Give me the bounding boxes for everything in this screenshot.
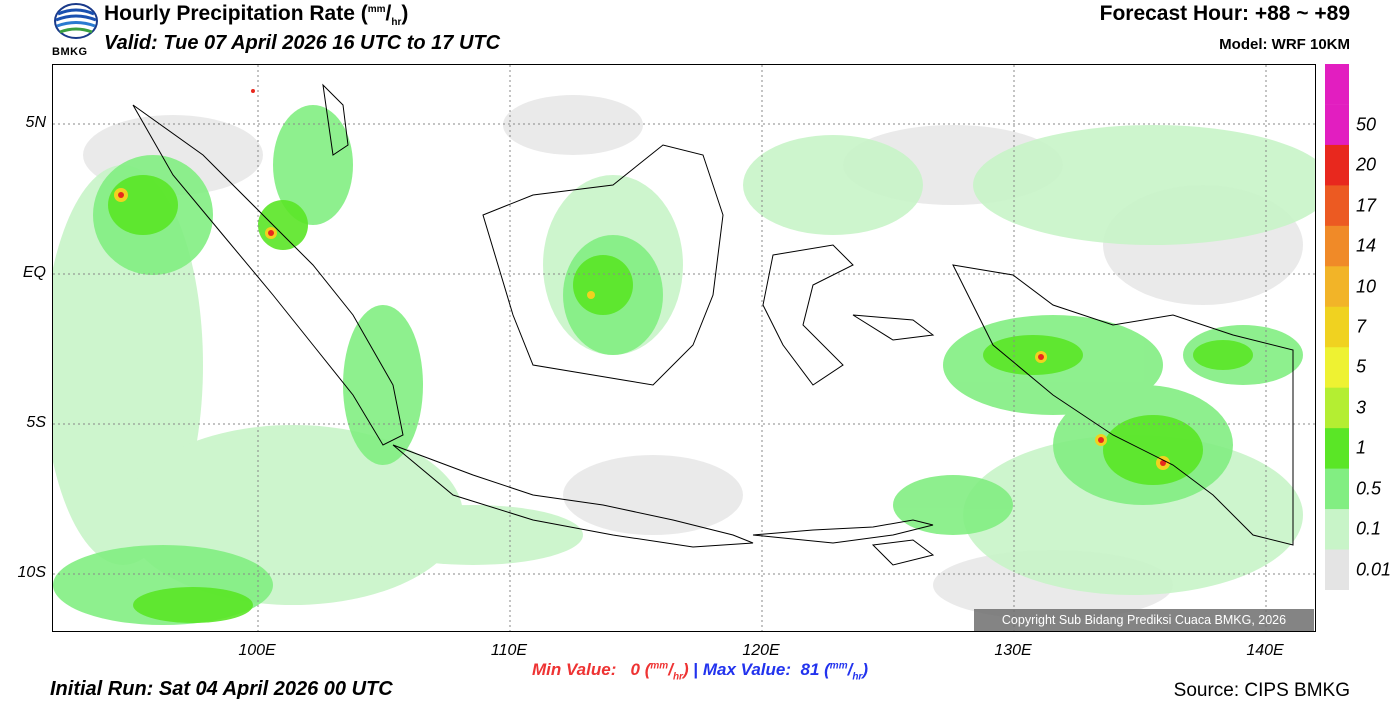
- colorbar-segment: [1325, 509, 1349, 551]
- stats-separator: |: [693, 660, 699, 679]
- colorbar-label: 1: [1356, 437, 1367, 458]
- precipitation-field: [53, 89, 1315, 625]
- colorbar-label: 0.5: [1356, 478, 1382, 499]
- colorbar-segment: [1325, 306, 1349, 348]
- logo-text: BMKG: [52, 46, 88, 58]
- colorbar-label: 20: [1356, 154, 1377, 175]
- colorbar-segment: [1325, 387, 1349, 429]
- lat-label-5n: 5N: [25, 114, 46, 131]
- colorbar-segment: [1325, 104, 1349, 146]
- colorbar-segment: [1325, 144, 1349, 186]
- colorbar-segment: [1325, 266, 1349, 308]
- lon-label-140e: 140E: [1246, 642, 1284, 659]
- colorbar-segment: [1325, 549, 1349, 590]
- model-name: Model: WRF 10KM: [1219, 36, 1350, 53]
- colorbar-label: 3: [1356, 397, 1367, 418]
- colorbar-label: 50: [1356, 114, 1377, 135]
- colorbar-label: 0.1: [1356, 518, 1382, 539]
- lon-label-130e: 130E: [994, 642, 1032, 659]
- copyright-notice: Copyright Sub Bidang Prediksi Cuaca BMKG…: [974, 609, 1314, 631]
- initial-run: Initial Run: Sat 04 April 2026 00 UTC: [50, 678, 393, 700]
- lon-label-120e: 120E: [742, 642, 780, 659]
- chart-title: Hourly Precipitation Rate (mm/hr): [104, 2, 409, 29]
- colorbar-segment-top: [1325, 64, 1349, 105]
- value-stats: Min Value: 0 (mm/hr) | Max Value: 81 (mm…: [0, 660, 1400, 682]
- min-value: Min Value: 0 (mm/hr): [531, 660, 689, 683]
- colorbar-label: 10: [1356, 276, 1377, 297]
- source-credit: Source: CIPS BMKG: [1173, 680, 1350, 701]
- max-value: Max Value: 81 (mm/hr): [702, 660, 868, 683]
- valid-time: Valid: Tue 07 April 2026 16 UTC to 17 UT…: [104, 32, 501, 54]
- colorbar-segment: [1325, 347, 1349, 389]
- lon-label-110e: 110E: [490, 642, 528, 659]
- colorbar-segment: [1325, 225, 1349, 267]
- colorbar-label: 5: [1356, 356, 1367, 377]
- graticule: [53, 65, 1315, 631]
- colorbar-label: 0.01: [1356, 559, 1392, 580]
- colorbar: [1325, 64, 1349, 590]
- colorbar-segment: [1325, 428, 1349, 470]
- coastlines: [132, 83, 1294, 566]
- precipitation-map: [52, 64, 1316, 632]
- colorbar-label: 14: [1356, 235, 1377, 256]
- lat-label-10s: 10S: [17, 564, 46, 581]
- colorbar-segment: [1325, 468, 1349, 510]
- lat-label-eq: EQ: [22, 264, 46, 281]
- lon-label-100e: 100E: [238, 642, 276, 659]
- bmkg-logo-icon: [52, 2, 100, 60]
- colorbar-segment: [1325, 185, 1349, 227]
- colorbar-label: 17: [1356, 195, 1377, 216]
- lat-label-5s: 5S: [26, 414, 46, 431]
- colorbar-label: 7: [1356, 316, 1367, 337]
- forecast-hour: Forecast Hour: +88 ~ +89: [1099, 2, 1350, 25]
